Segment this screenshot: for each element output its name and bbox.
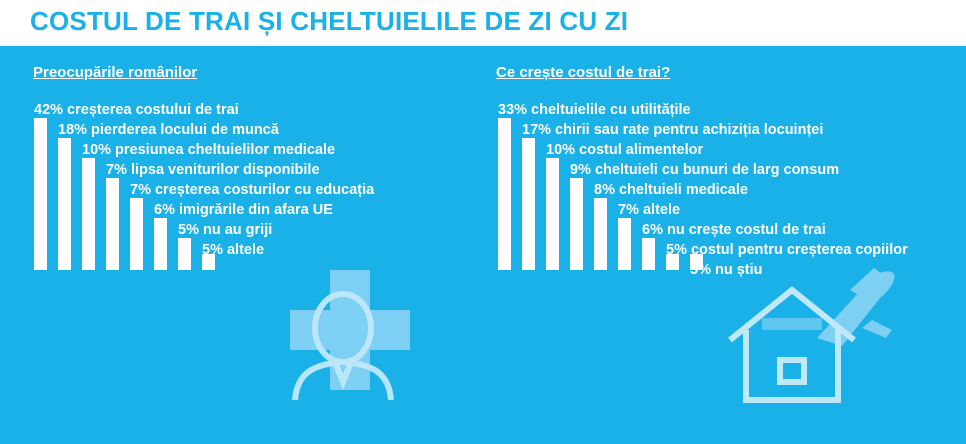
bar-chirii-sau-rate-pentru-achiziția-locuinței [522, 138, 535, 270]
bar-creșterea-costurilor-cu-educația [130, 198, 143, 270]
bar-nu-au-griji [178, 238, 191, 270]
data-label: 7% creșterea costurilor cu educația [130, 182, 375, 198]
bar-presiunea-cheltuielilor-medicale [82, 158, 95, 270]
bar-nu-știu [690, 254, 703, 270]
data-label: 7% lipsa veniturilor disponibile [106, 162, 320, 178]
data-label: 8% cheltuieli medicale [594, 182, 748, 198]
bar-cheltuielile-cu-utilitățile [498, 118, 511, 270]
data-label: 5% nu știu [690, 262, 763, 278]
data-label: 10% costul alimentelor [546, 142, 703, 158]
bar-altele [202, 254, 215, 270]
bar-cheltuieli-cu-bunuri-de-larg-consum [570, 178, 583, 270]
concerns-bar-chart: 42% creșterea costului de trai 18% pierde… [34, 102, 375, 270]
data-label: 7% altele [618, 202, 680, 218]
bar-costul-pentru-creșterea-copiilor [666, 254, 679, 270]
bar-pierderea-locului-de-muncă [58, 138, 71, 270]
data-label: 42% creșterea costului de trai [34, 102, 239, 118]
data-label: 33% cheltuielile cu utilitățile [498, 102, 691, 118]
data-label: 10% presiunea cheltuielilor medicale [82, 142, 335, 158]
data-label: 6% imigrările din afara UE [154, 202, 333, 218]
data-label: 9% cheltuieli cu bunuri de larg consum [570, 162, 839, 178]
bar-imigrările-din-afara-UE [154, 218, 167, 270]
bar-altele [618, 218, 631, 270]
data-label: 18% pierderea locului de muncă [58, 122, 280, 138]
house-airplane-icon [728, 268, 895, 403]
bar-lipsa-veniturilor-disponibile [106, 178, 119, 270]
left-chart-title: Preocupările românilor [33, 64, 198, 81]
data-label: 5% nu au griji [178, 222, 272, 238]
data-label: 5% costul pentru creșterea copiilor [666, 242, 908, 258]
bar-nu-crește-costul-de-trai [642, 238, 655, 270]
data-label: 6% nu crește costul de trai [642, 222, 826, 238]
data-label: 17% chirii sau rate pentru achiziția loc… [522, 122, 823, 138]
bar-costul-alimentelor [546, 158, 559, 270]
right-chart-title: Ce crește costul de trai? [496, 64, 671, 81]
bar-creșterea-costului-de-trai [34, 118, 47, 270]
data-label: 5% altele [202, 242, 264, 258]
bar-cheltuieli-medicale [594, 198, 607, 270]
doctor-medical-cross-icon [290, 270, 410, 400]
page-title: COSTUL DE TRAI ȘI CHELTUIELILE DE ZI CU … [30, 6, 629, 36]
cost-drivers-bar-chart: 33% cheltuielile cu utilitățile 17% chiri… [498, 102, 908, 278]
infographic-panel: Preocupările românilor Ce crește costul … [0, 46, 966, 444]
